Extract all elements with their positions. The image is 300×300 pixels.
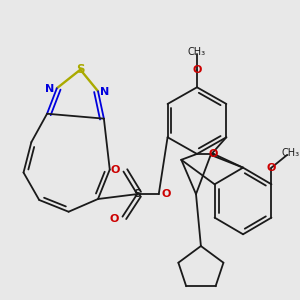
Text: S: S (133, 189, 141, 199)
Text: S: S (76, 63, 85, 76)
Text: O: O (267, 163, 276, 172)
Text: CH₃: CH₃ (188, 47, 206, 57)
Text: O: O (192, 64, 202, 75)
Text: O: O (111, 165, 120, 175)
Text: N: N (100, 87, 110, 97)
Text: O: O (162, 189, 171, 199)
Text: CH₃: CH₃ (282, 148, 300, 158)
Text: N: N (45, 84, 55, 94)
Text: O: O (110, 214, 119, 224)
Text: O: O (209, 149, 218, 159)
